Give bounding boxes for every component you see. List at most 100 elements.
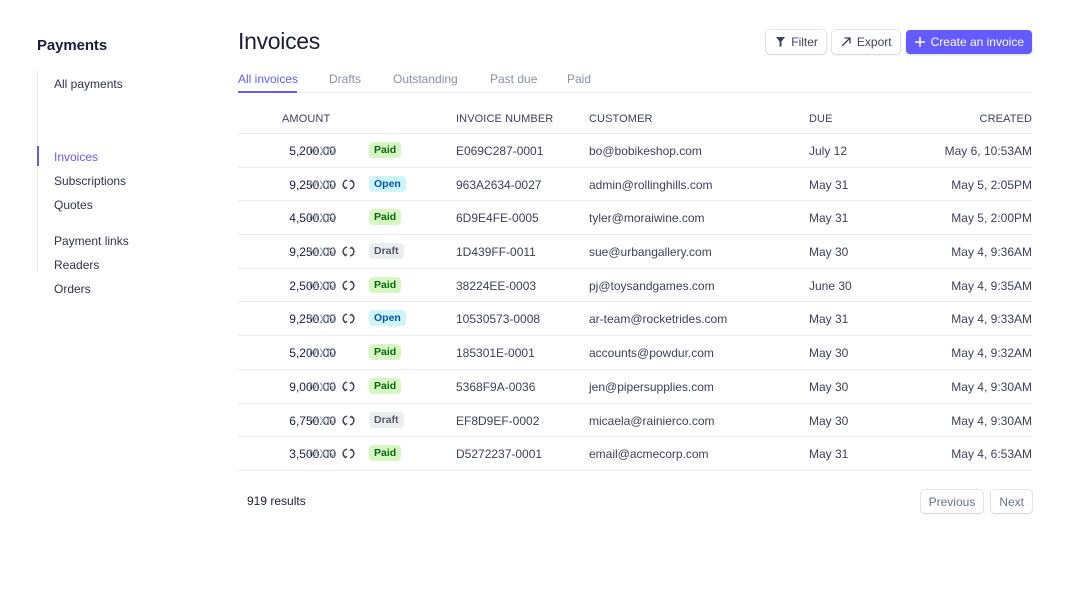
table-row[interactable]: 4,500.00 MXN Paid 6D9E4FE-0005 tyler@mor… — [238, 201, 1032, 236]
tab-past-due[interactable]: Past due — [490, 72, 538, 86]
previous-button[interactable]: Previous — [920, 490, 984, 513]
recurring-icon — [342, 279, 355, 292]
filter-label: Filter — [791, 35, 818, 49]
sidebar-title: Payments — [37, 37, 108, 54]
due-date: May 31 — [809, 177, 849, 192]
invoice-tabs: All invoices Drafts Outstanding Past due… — [238, 68, 1032, 93]
created-date: May 4, 9:33AM — [951, 312, 1032, 327]
next-button[interactable]: Next — [991, 490, 1032, 513]
sidebar-item-invoices[interactable]: Invoices — [54, 150, 99, 164]
sidebar-item-quotes[interactable]: Quotes — [54, 198, 93, 212]
tab-all-invoices[interactable]: All invoices — [238, 72, 299, 86]
currency-code: MXN — [309, 413, 336, 428]
sidebar-item-orders[interactable]: Orders — [54, 282, 91, 296]
status-badge: Paid — [369, 445, 402, 462]
customer-email: jen@pipersupplies.com — [589, 379, 714, 394]
invoice-number: 38224EE-0003 — [456, 278, 537, 293]
amount-value: 9,250.00 — [289, 245, 336, 260]
export-button[interactable]: Export — [831, 30, 900, 54]
tab-active-underline — [238, 91, 297, 93]
status-badge: Draft — [369, 411, 404, 428]
status-badge: Paid — [369, 377, 402, 394]
customer-email: bo@bobikeshop.com — [589, 144, 702, 158]
recurring-icon — [342, 380, 355, 393]
export-label: Export — [856, 35, 892, 49]
results-count: 919 results — [247, 494, 306, 508]
sidebar-item-payment-links[interactable]: Payment links — [54, 234, 129, 248]
table-row[interactable]: 9,250.00 MXN Draft 1D439FF-0011 sue@urba… — [238, 235, 1032, 269]
column-due[interactable]: DUE — [809, 113, 833, 125]
table-row[interactable]: 9,250.00 MXN Open 10530573-0008 ar-team@… — [238, 302, 1032, 337]
tab-paid[interactable]: Paid — [567, 72, 592, 86]
due-date: May 31 — [809, 211, 849, 226]
due-date: May 31 — [809, 312, 849, 327]
amount-value: 9,000.00 — [289, 379, 336, 394]
column-invoice-number[interactable]: INVOICE NUMBER — [456, 113, 554, 125]
currency-code: MXN — [309, 312, 336, 327]
customer-email: ar-team@rocketrides.com — [589, 312, 728, 327]
table-body: 5,200.00 MXN Paid E069C287-0001 bo@bobik… — [238, 134, 1032, 471]
status-badge: Open — [369, 175, 406, 192]
table-row[interactable]: 6,750.00 MXN Draft EF8D9EF-0002 micaela@… — [238, 404, 1032, 438]
currency-code: MXN — [309, 211, 336, 226]
recurring-icon — [342, 312, 355, 325]
due-date: May 31 — [809, 447, 849, 462]
create-invoice-button[interactable]: Create an invoice — [905, 30, 1032, 54]
filter-button[interactable]: Filter — [766, 30, 826, 54]
table-row[interactable]: 5,200.00 MXN Paid E069C287-0001 bo@bobik… — [238, 134, 1032, 168]
filter-icon — [774, 36, 786, 48]
sidebar-nav: All payments Invoices Subscriptions Quot… — [37, 71, 217, 296]
sidebar-item-all-payments[interactable]: All payments — [54, 77, 123, 91]
due-date: May 30 — [809, 413, 849, 428]
recurring-icon — [342, 414, 355, 427]
customer-email: email@acmecorp.com — [589, 447, 709, 462]
due-date: May 30 — [809, 379, 849, 394]
currency-code: MXN — [309, 379, 336, 394]
amount-value: 3,500.00 — [289, 447, 336, 462]
table-row[interactable]: 5,200.00 MXN Paid 185301E-0001 accounts@… — [238, 336, 1032, 370]
due-date: June 30 — [809, 278, 852, 293]
tab-drafts[interactable]: Drafts — [329, 72, 362, 86]
tab-outstanding[interactable]: Outstanding — [393, 72, 458, 86]
status-badge: Open — [369, 310, 406, 327]
customer-email: micaela@rainierco.com — [589, 413, 715, 428]
table-row[interactable]: 9,250.00 MXN Open 963A2634-0027 admin@ro… — [238, 168, 1032, 202]
due-date: May 30 — [809, 346, 849, 361]
status-badge: Paid — [369, 142, 402, 158]
created-date: May 4, 9:30AM — [951, 413, 1032, 428]
status-badge: Paid — [369, 276, 402, 293]
amount-value: 4,500.00 — [289, 211, 336, 226]
customer-email: admin@rollinghills.com — [589, 177, 713, 192]
page-title: Invoices — [238, 28, 320, 54]
table-row[interactable]: 2,500.00 MXN Paid 38224EE-0003 pj@toysan… — [238, 269, 1032, 303]
invoice-number: 1D439FF-0011 — [456, 245, 536, 260]
customer-email: sue@urbangallery.com — [589, 245, 712, 260]
table-row[interactable]: 3,500.00 MXN Paid D5272237-0001 email@ac… — [238, 437, 1032, 471]
invoice-number: 963A2634-0027 — [456, 177, 542, 192]
currency-code: MXN — [309, 177, 336, 192]
created-date: May 4, 6:53AM — [951, 447, 1032, 462]
column-created[interactable]: CREATED — [979, 113, 1032, 125]
create-invoice-label: Create an invoice — [930, 35, 1024, 49]
customer-email: pj@toysandgames.com — [589, 278, 715, 293]
created-date: May 6, 10:53AM — [944, 144, 1032, 158]
column-customer[interactable]: CUSTOMER — [589, 113, 653, 125]
sidebar-item-subscriptions[interactable]: Subscriptions — [54, 174, 127, 188]
invoice-number: 10530573-0008 — [456, 312, 541, 327]
recurring-icon — [342, 245, 355, 258]
column-amount[interactable]: AMOUNT — [282, 113, 331, 125]
amount-value: 9,250.00 — [289, 312, 336, 327]
currency-code: MXN — [309, 278, 336, 293]
amount-value: 2,500.00 — [289, 278, 336, 293]
table-row[interactable]: 9,000.00 MXN Paid 5368F9A-0036 jen@piper… — [238, 370, 1032, 404]
sidebar-item-readers[interactable]: Readers — [54, 258, 100, 272]
invoice-number: D5272237-0001 — [456, 447, 543, 462]
status-badge: Draft — [369, 243, 404, 260]
recurring-icon — [342, 178, 355, 191]
due-date: July 12 — [809, 144, 848, 158]
customer-email: tyler@moraiwine.com — [589, 211, 705, 226]
amount-value: 9,250.00 — [289, 177, 336, 192]
pagination: Previous Next — [920, 490, 1032, 513]
currency-code: MXN — [309, 447, 336, 462]
due-date: May 30 — [809, 245, 849, 260]
